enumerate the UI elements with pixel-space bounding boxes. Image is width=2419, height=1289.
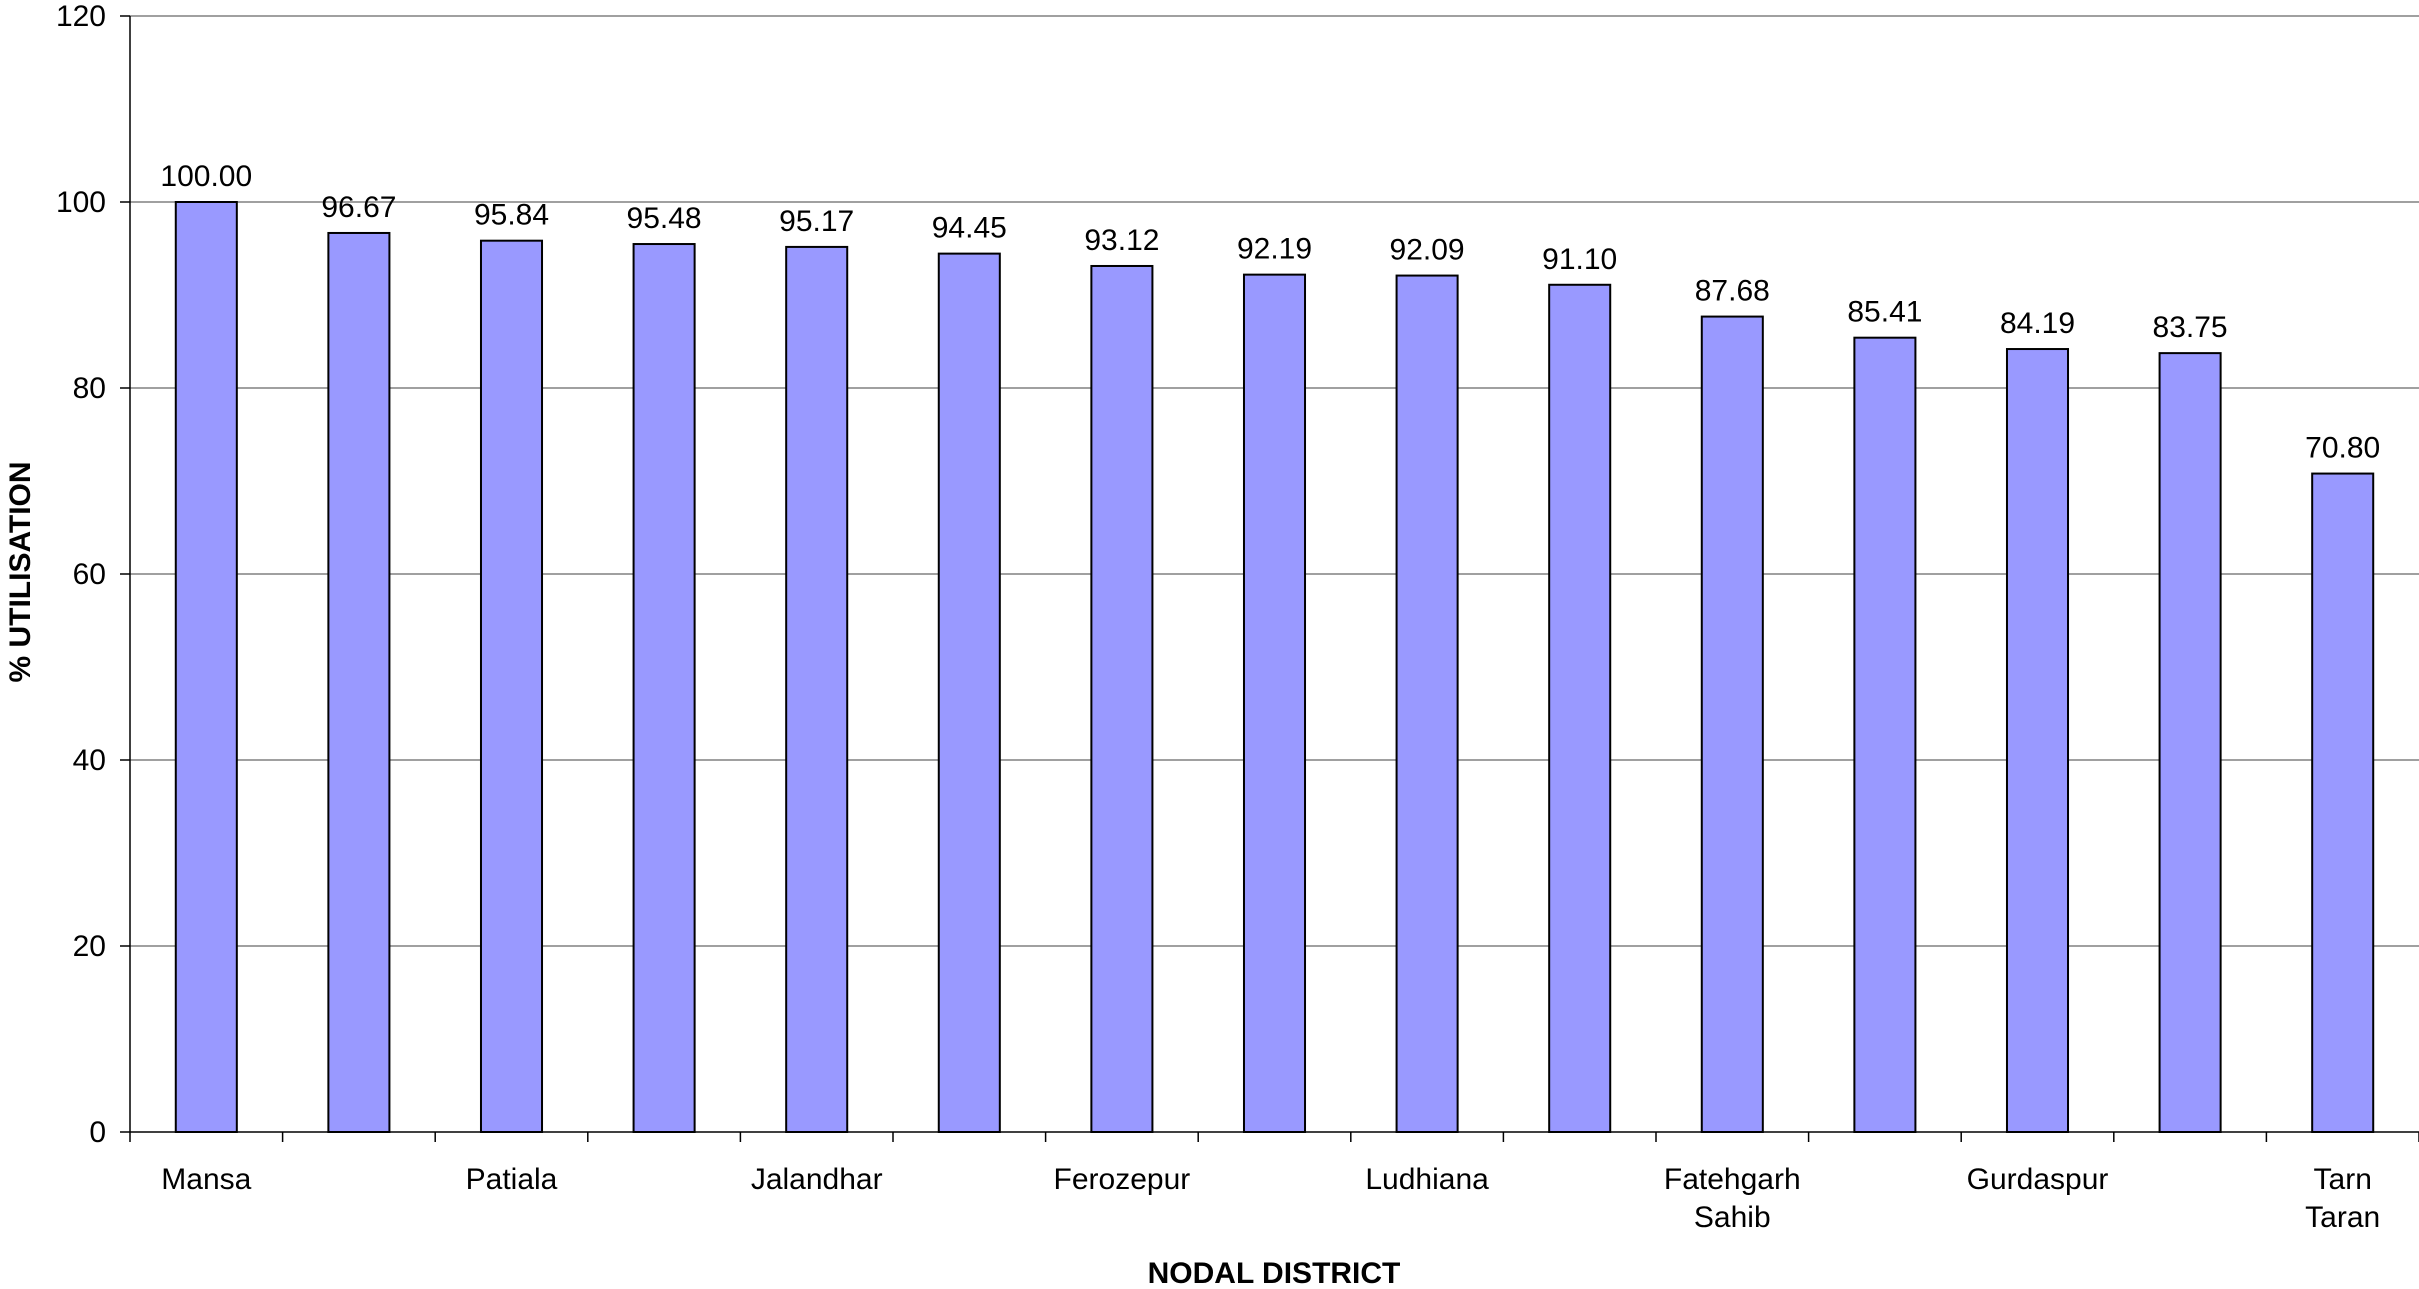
- value-label: 92.19: [1237, 233, 1312, 266]
- y-tick-label: 100: [56, 186, 106, 219]
- value-label: 95.48: [627, 202, 702, 235]
- x-tick-label: Taran: [2305, 1201, 2380, 1234]
- value-label: 83.75: [2153, 311, 2228, 344]
- bar: [785, 245, 849, 1133]
- bar: [2311, 472, 2375, 1133]
- value-label: 91.10: [1542, 243, 1617, 276]
- bar: [632, 243, 696, 1133]
- bar: [1548, 283, 1612, 1133]
- y-tick-label: 120: [56, 0, 106, 33]
- value-label: 96.67: [321, 191, 396, 224]
- y-tick-label: 0: [89, 1116, 106, 1149]
- value-label: 95.84: [474, 199, 549, 232]
- y-tick-label: 40: [73, 744, 106, 777]
- x-tick-label: Mansa: [161, 1163, 251, 1196]
- y-tick-label: 60: [73, 558, 106, 591]
- bar: [174, 201, 238, 1133]
- value-label: 93.12: [1084, 224, 1159, 257]
- x-tick-label: Tarn: [2314, 1163, 2372, 1196]
- x-tick-label: Jalandhar: [751, 1163, 883, 1196]
- bar: [2005, 348, 2070, 1133]
- value-labels: 100.00 96.67 95.84 95.48 95.17 94.45 93.12 92.1…: [160, 160, 2380, 465]
- value-label: 70.80: [2305, 432, 2380, 465]
- axes: [120, 15, 2419, 1142]
- y-tick-label: 20: [73, 930, 106, 963]
- bar: [1853, 336, 1917, 1133]
- value-label: 84.19: [2000, 307, 2075, 340]
- value-label: 92.09: [1390, 234, 1465, 267]
- y-tick-label: 80: [73, 372, 106, 405]
- value-label: 95.17: [779, 205, 854, 238]
- x-tick-label: Ferozepur: [1054, 1163, 1191, 1196]
- x-tick-label: Fatehgarh: [1664, 1163, 1801, 1196]
- value-label: 100.00: [160, 160, 252, 193]
- value-label: 85.41: [1847, 296, 1922, 329]
- bar: [327, 231, 391, 1133]
- x-tick-labels: Mansa Patiala Jalandhar Ferozepur Ludhiana Fa…: [161, 1163, 2380, 1234]
- bars: [174, 201, 2375, 1134]
- y-tick-labels: 0 20 40 60 80 100 120: [56, 0, 106, 1149]
- value-label: 87.68: [1695, 275, 1770, 308]
- x-axis-title: NODAL DISTRICT: [1148, 1257, 1401, 1289]
- bar: [2158, 352, 2222, 1133]
- x-tick-label: Sahib: [1694, 1201, 1771, 1234]
- bar: [1090, 264, 1154, 1133]
- value-label: 94.45: [932, 212, 1007, 245]
- bar: [479, 239, 544, 1134]
- y-axis-title: % UTILISATION: [4, 461, 37, 682]
- bar: [1395, 274, 1459, 1133]
- bar: [1700, 315, 1764, 1133]
- bar: [1242, 273, 1307, 1133]
- x-tick-label: Patiala: [466, 1163, 558, 1196]
- x-tick-label: Ludhiana: [1365, 1163, 1489, 1196]
- bar: [937, 252, 1001, 1134]
- x-tick-label: Gurdaspur: [1967, 1163, 2109, 1196]
